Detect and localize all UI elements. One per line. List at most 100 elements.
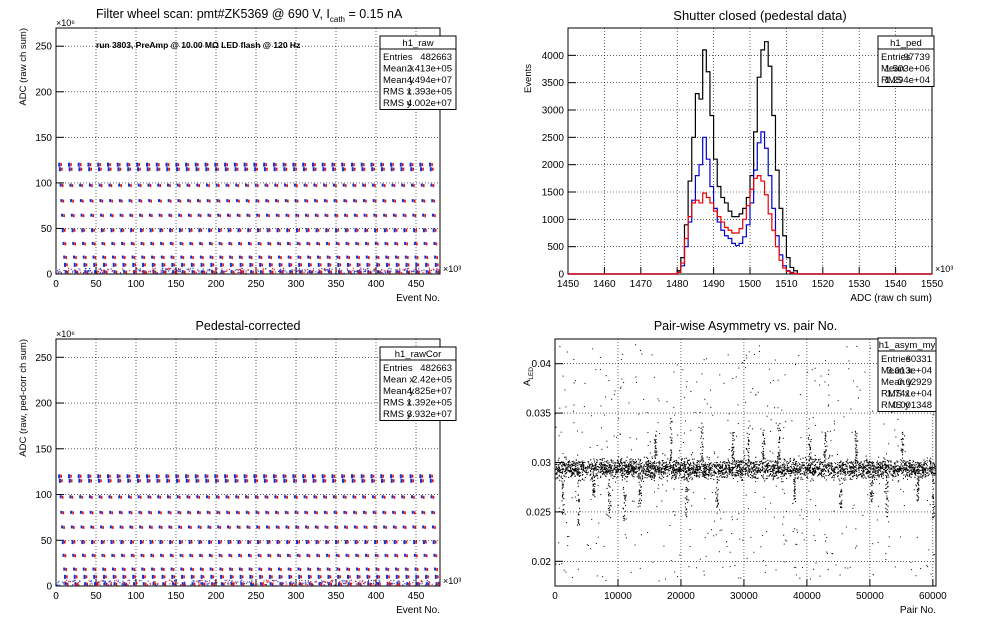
red-point <box>123 554 125 558</box>
base-point <box>370 272 372 274</box>
band-point <box>866 469 868 471</box>
blue-point <box>121 241 124 245</box>
red-point <box>248 199 250 203</box>
red-point <box>199 199 201 203</box>
red-point <box>388 582 391 586</box>
red-point <box>281 270 284 274</box>
blue-point <box>82 241 85 245</box>
red-point <box>268 228 271 232</box>
band-point <box>705 469 707 471</box>
base-point <box>406 268 408 270</box>
blue-point <box>284 199 287 203</box>
red-point <box>408 270 411 274</box>
red-point <box>105 582 108 586</box>
base-point <box>267 580 269 582</box>
red-point <box>290 263 293 267</box>
red-point <box>217 479 219 483</box>
band-point <box>742 471 744 473</box>
base-point <box>198 579 200 582</box>
band-point <box>799 463 801 466</box>
band-point <box>876 467 878 469</box>
base-point <box>73 580 75 582</box>
red-point <box>413 495 415 499</box>
band-point <box>750 463 752 465</box>
blue-point <box>217 213 220 217</box>
blue-point <box>101 241 104 245</box>
band-point <box>565 466 567 468</box>
band-point <box>877 467 879 469</box>
band-point <box>703 470 705 472</box>
band-point <box>711 474 713 476</box>
red-point <box>101 199 104 203</box>
band-point <box>737 464 739 466</box>
band-point <box>918 463 921 465</box>
band-point <box>650 465 652 467</box>
blue-point <box>303 495 306 499</box>
band-point <box>799 466 801 469</box>
blue-point <box>78 478 81 483</box>
band-point <box>744 474 746 476</box>
stats-value: 1.393e+05 <box>407 87 452 98</box>
base-point <box>207 582 209 585</box>
base-point <box>96 584 98 587</box>
band-point <box>653 475 656 477</box>
blue-point <box>434 574 437 579</box>
band-point <box>784 458 786 461</box>
band-point <box>647 471 649 473</box>
band-point <box>702 472 704 474</box>
band-point <box>914 466 916 468</box>
base-point <box>280 268 282 270</box>
band-point <box>786 460 788 463</box>
x-tick-label: 1490 <box>702 279 725 290</box>
band-point <box>886 459 888 461</box>
band-point <box>886 464 888 466</box>
base-point <box>175 270 177 273</box>
band-point <box>861 470 863 472</box>
band-point <box>558 457 560 459</box>
x-tick-label: 400 <box>368 279 385 290</box>
base-point <box>345 582 347 584</box>
band-point <box>830 462 832 464</box>
band-point <box>589 470 592 472</box>
band-point <box>880 475 883 477</box>
blue-point <box>419 474 422 479</box>
red-point <box>110 495 113 499</box>
red-point <box>84 554 86 558</box>
band-point <box>808 468 810 470</box>
base-point <box>137 269 139 271</box>
base-point <box>338 269 340 271</box>
blue-point <box>323 495 326 499</box>
base-point <box>404 269 406 271</box>
band-point <box>930 464 932 466</box>
red-point <box>428 270 430 274</box>
blue-point <box>354 228 357 233</box>
blue-point <box>146 162 149 167</box>
band-point <box>617 465 619 467</box>
blue-point <box>233 162 236 167</box>
band-point <box>665 463 667 465</box>
band-point <box>672 469 674 472</box>
band-point <box>582 463 584 465</box>
red-point <box>163 568 165 572</box>
base-point <box>170 268 172 270</box>
band-point <box>913 468 915 470</box>
base-point <box>192 580 194 582</box>
band-point <box>802 473 804 475</box>
band-point <box>869 467 871 469</box>
band-point <box>569 468 572 470</box>
band-point <box>761 462 763 464</box>
red-point <box>169 184 171 188</box>
band-point <box>703 473 705 475</box>
band-point <box>796 470 798 472</box>
band-point <box>832 474 835 476</box>
band-point <box>843 470 845 472</box>
band-point <box>724 467 726 469</box>
red-point <box>82 214 85 218</box>
x-tick-label: 200 <box>208 591 225 602</box>
red-point <box>65 568 68 572</box>
base-point <box>354 271 356 273</box>
red-point <box>388 270 391 274</box>
band-point <box>868 470 870 472</box>
blue-point <box>217 540 220 545</box>
blue-point <box>146 167 149 172</box>
